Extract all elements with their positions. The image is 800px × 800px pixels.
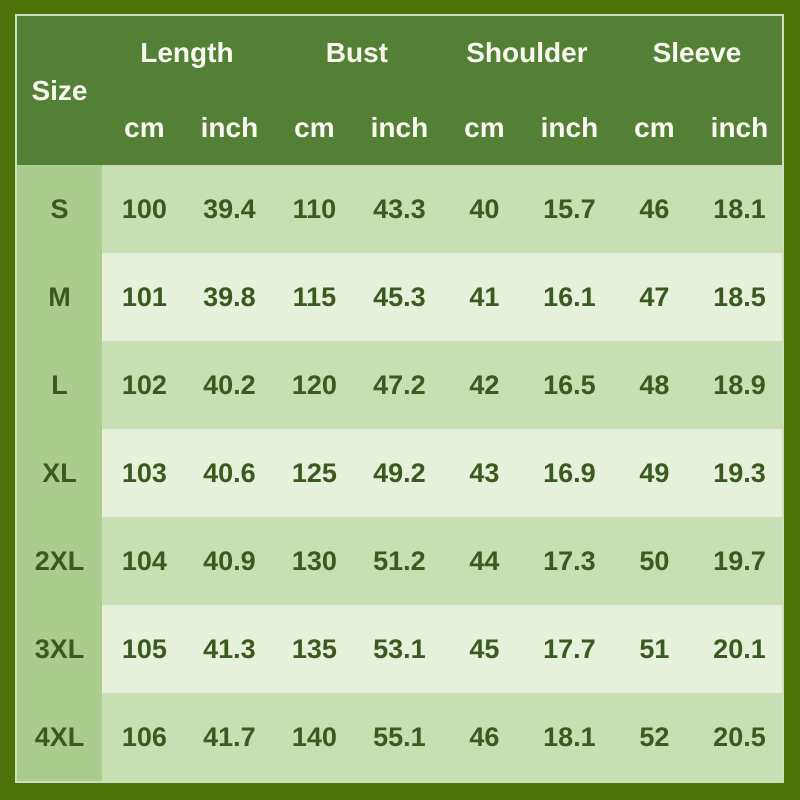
unit-header-bust-cm: cm (271, 90, 357, 165)
table-cell: 51.2 (356, 517, 442, 605)
table-cell: 46 (441, 693, 527, 781)
unit-header-sleeve-inch: inch (696, 90, 782, 165)
table-cell: 42 (441, 341, 527, 429)
table-cell: 140 (271, 693, 357, 781)
table-cell: 18.1 (696, 165, 782, 253)
table-cell: 45.3 (356, 253, 442, 341)
size-chart: Size Length Bust Shoulder Sleeve cm inch… (15, 14, 784, 783)
table-header: Size Length Bust Shoulder Sleeve cm inch… (17, 16, 782, 165)
unit-header-length-cm: cm (101, 90, 187, 165)
table-cell: 16.5 (526, 341, 612, 429)
table-row-xl: XL 103 40.6 125 49.2 43 16.9 49 19.3 (17, 429, 782, 517)
table-cell: 43.3 (356, 165, 442, 253)
table-cell: 51 (611, 605, 697, 693)
table-cell: 105 (101, 605, 187, 693)
table-cell: 18.5 (696, 253, 782, 341)
table-cell: 106 (101, 693, 187, 781)
table-cell: 103 (101, 429, 187, 517)
row-size-label: L (17, 341, 102, 429)
table-cell: 125 (271, 429, 357, 517)
table-row-l: L 102 40.2 120 47.2 42 16.5 48 18.9 (17, 341, 782, 429)
unit-header-shoulder-inch: inch (526, 90, 612, 165)
group-header-length: Length (101, 16, 272, 90)
table-cell: 55.1 (356, 693, 442, 781)
row-size-label: 2XL (17, 517, 102, 605)
unit-header-shoulder-cm: cm (441, 90, 527, 165)
row-size-label: XL (17, 429, 102, 517)
table-cell: 39.8 (186, 253, 272, 341)
table-cell: 52 (611, 693, 697, 781)
table-cell: 135 (271, 605, 357, 693)
table-cell: 53.1 (356, 605, 442, 693)
table-cell: 43 (441, 429, 527, 517)
table-body: S 100 39.4 110 43.3 40 15.7 46 18.1 M 10… (17, 165, 782, 781)
table-cell: 17.7 (526, 605, 612, 693)
table-cell: 20.1 (696, 605, 782, 693)
group-header-bust: Bust (271, 16, 442, 90)
table-cell: 104 (101, 517, 187, 605)
table-cell: 45 (441, 605, 527, 693)
table-row-4xl: 4XL 106 41.7 140 55.1 46 18.1 52 20.5 (17, 693, 782, 781)
table-row-3xl: 3XL 105 41.3 135 53.1 45 17.7 51 20.1 (17, 605, 782, 693)
row-size-label: S (17, 165, 102, 253)
group-header-row: Size Length Bust Shoulder Sleeve (17, 16, 782, 165)
table-cell: 50 (611, 517, 697, 605)
unit-header-bust-inch: inch (356, 90, 442, 165)
table-cell: 41.7 (186, 693, 272, 781)
table-cell: 19.7 (696, 517, 782, 605)
table-cell: 48 (611, 341, 697, 429)
table-cell: 16.1 (526, 253, 612, 341)
table-cell: 16.9 (526, 429, 612, 517)
table-cell: 46 (611, 165, 697, 253)
table-cell: 20.5 (696, 693, 782, 781)
table-cell: 110 (271, 165, 357, 253)
table-row-s: S 100 39.4 110 43.3 40 15.7 46 18.1 (17, 165, 782, 253)
table-cell: 44 (441, 517, 527, 605)
table-cell: 19.3 (696, 429, 782, 517)
row-size-label: 4XL (17, 693, 102, 781)
table-cell: 40.2 (186, 341, 272, 429)
table-cell: 18.9 (696, 341, 782, 429)
row-size-label: 3XL (17, 605, 102, 693)
table-cell: 47.2 (356, 341, 442, 429)
table-cell: 130 (271, 517, 357, 605)
table-cell: 47 (611, 253, 697, 341)
table-cell: 17.3 (526, 517, 612, 605)
table-cell: 102 (101, 341, 187, 429)
table-cell: 100 (101, 165, 187, 253)
table-row-m: M 101 39.8 115 45.3 41 16.1 47 18.5 (17, 253, 782, 341)
table-cell: 120 (271, 341, 357, 429)
table-cell: 41 (441, 253, 527, 341)
row-size-label: M (17, 253, 102, 341)
table-cell: 49 (611, 429, 697, 517)
table-cell: 15.7 (526, 165, 612, 253)
size-column-header: Size (17, 16, 102, 165)
unit-header-row: cm inch cm inch cm inch cm inch (17, 90, 782, 165)
size-chart-table: Size Length Bust Shoulder Sleeve cm inch… (17, 16, 782, 781)
table-cell: 40.6 (186, 429, 272, 517)
table-cell: 40 (441, 165, 527, 253)
table-cell: 115 (271, 253, 357, 341)
table-cell: 49.2 (356, 429, 442, 517)
table-cell: 40.9 (186, 517, 272, 605)
table-row-2xl: 2XL 104 40.9 130 51.2 44 17.3 50 19.7 (17, 517, 782, 605)
group-header-sleeve: Sleeve (611, 16, 782, 90)
unit-header-length-inch: inch (186, 90, 272, 165)
table-cell: 101 (101, 253, 187, 341)
table-cell: 41.3 (186, 605, 272, 693)
table-cell: 39.4 (186, 165, 272, 253)
table-cell: 18.1 (526, 693, 612, 781)
unit-header-sleeve-cm: cm (611, 90, 697, 165)
group-header-shoulder: Shoulder (441, 16, 612, 90)
